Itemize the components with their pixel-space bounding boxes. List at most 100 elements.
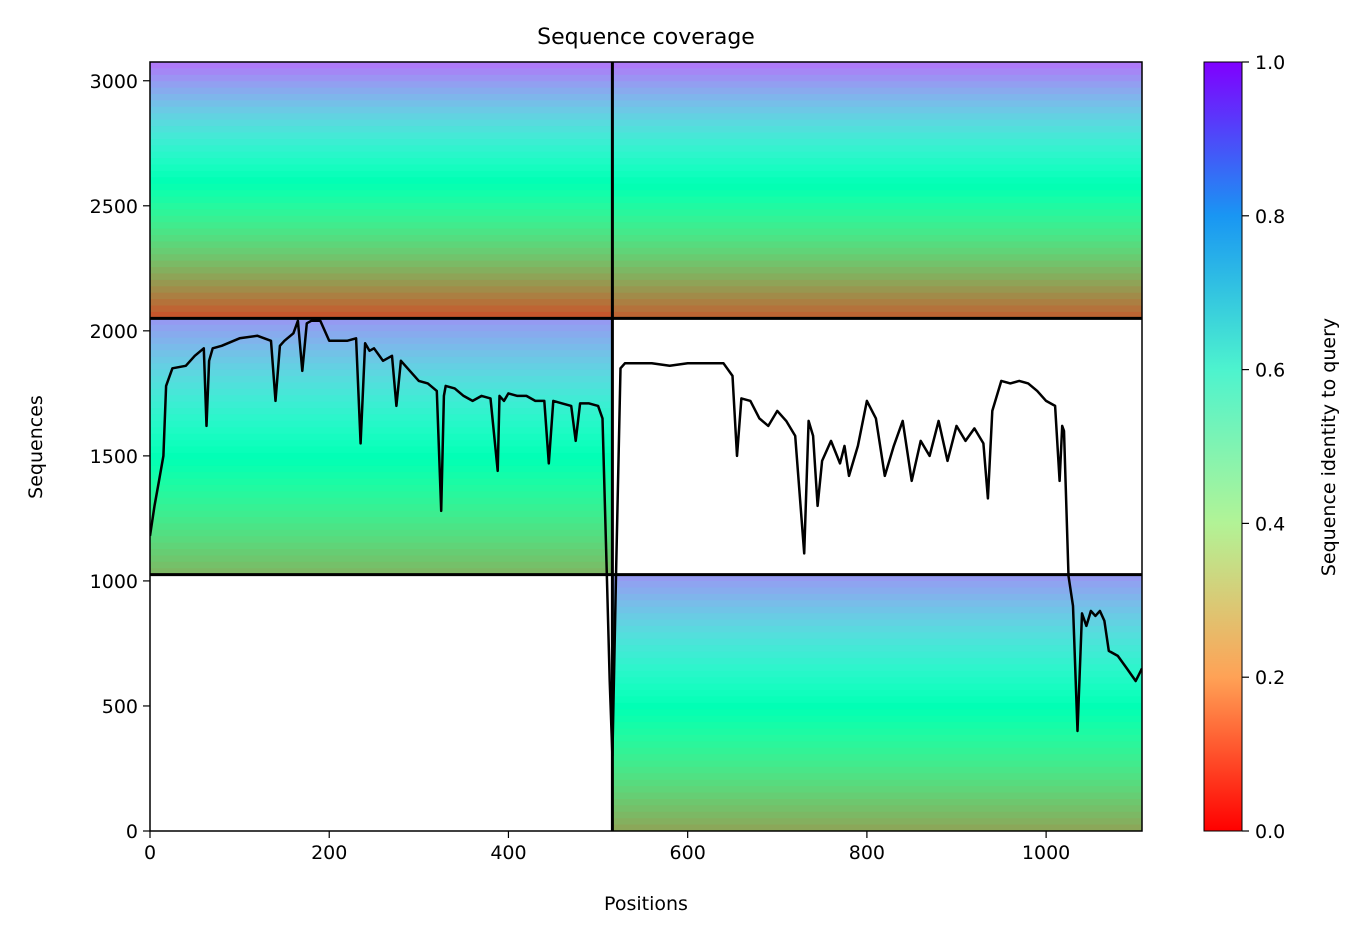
coverage-band	[612, 196, 1142, 204]
y-tick-label: 1500	[90, 446, 138, 468]
coverage-band	[612, 279, 1142, 287]
coverage-band	[612, 106, 1142, 114]
coverage-band	[150, 369, 613, 377]
coverage-band	[612, 145, 1142, 153]
coverage-band	[612, 222, 1142, 230]
coverage-band	[612, 625, 1142, 633]
coverage-band	[612, 709, 1142, 717]
coverage-band	[150, 363, 613, 371]
x-tick-label: 1000	[1022, 842, 1070, 864]
x-tick-label: 800	[849, 842, 885, 864]
colorbar-tick-label: 0.2	[1255, 667, 1285, 689]
y-axis-ticks: 0 500 1000 1500 2000 2500 3000	[90, 71, 150, 843]
coverage-band	[150, 549, 613, 557]
coverage-band	[612, 773, 1142, 781]
coverage-band	[150, 382, 613, 390]
coverage-band	[612, 138, 1142, 146]
coverage-band	[150, 202, 613, 210]
coverage-band	[150, 94, 613, 102]
coverage-band	[150, 241, 613, 249]
coverage-band	[150, 523, 613, 531]
coverage-band	[150, 311, 613, 319]
coverage-band	[612, 87, 1142, 95]
y-tick-label: 500	[102, 696, 138, 718]
coverage-band	[150, 81, 613, 89]
x-tick-label: 400	[490, 842, 526, 864]
coverage-band	[150, 491, 613, 499]
coverage-line	[150, 319, 1142, 758]
coverage-band	[612, 581, 1142, 589]
coverage-band	[612, 113, 1142, 121]
colorbar-ticks: 0.0 0.2 0.4 0.6 0.8 1.0	[1242, 52, 1285, 843]
coverage-band	[612, 126, 1142, 134]
coverage-band	[150, 209, 613, 217]
coverage-band	[612, 760, 1142, 768]
coverage-band	[150, 62, 613, 70]
coverage-band	[612, 286, 1142, 294]
coverage-band	[612, 805, 1142, 813]
coverage-band	[150, 177, 613, 185]
coverage-band	[150, 100, 613, 108]
coverage-band	[612, 651, 1142, 659]
coverage-band	[612, 151, 1142, 159]
coverage-band	[150, 555, 613, 563]
coverage-band	[612, 632, 1142, 640]
coverage-band	[150, 324, 613, 332]
colorbar: 0.0 0.2 0.4 0.6 0.8 1.0 Sequence identity to …	[1203, 52, 1340, 843]
coverage-block-3	[612, 574, 1142, 831]
coverage-band	[150, 222, 613, 230]
x-axis-ticks: 0 200 400 600 800 1000	[144, 831, 1070, 864]
coverage-band	[612, 690, 1142, 698]
coverage-band	[612, 292, 1142, 300]
plot-area	[150, 62, 1142, 831]
coverage-band	[612, 100, 1142, 108]
x-tick-label: 600	[670, 842, 706, 864]
coverage-band	[612, 728, 1142, 736]
colorbar-tick-label: 0.4	[1255, 513, 1285, 535]
x-tick-label: 0	[144, 842, 156, 864]
coverage-band	[150, 472, 613, 480]
coverage-band	[612, 247, 1142, 255]
coverage-band	[150, 145, 613, 153]
colorbar-label: Sequence identity to query	[1318, 318, 1340, 576]
coverage-band	[612, 600, 1142, 608]
coverage-band	[612, 81, 1142, 89]
colorbar-tick-label: 0.0	[1255, 821, 1285, 843]
coverage-band	[612, 62, 1142, 70]
coverage-band	[150, 286, 613, 294]
y-tick-label: 2500	[90, 196, 138, 218]
coverage-band	[150, 68, 613, 76]
coverage-band	[150, 408, 613, 416]
coverage-band	[612, 702, 1142, 710]
coverage-band	[612, 747, 1142, 755]
y-axis-label: Sequences	[25, 395, 47, 499]
coverage-band	[612, 190, 1142, 198]
coverage-band	[612, 158, 1142, 166]
coverage-band	[612, 715, 1142, 723]
coverage-band	[612, 593, 1142, 601]
coverage-band	[612, 254, 1142, 262]
coverage-band	[150, 164, 613, 172]
coverage-band	[150, 113, 613, 121]
coverage-band	[150, 87, 613, 95]
coverage-band	[612, 132, 1142, 140]
coverage-band	[612, 792, 1142, 800]
coverage-band	[150, 273, 613, 281]
coverage-band	[612, 798, 1142, 806]
coverage-band	[612, 741, 1142, 749]
coverage-band	[150, 478, 613, 486]
coverage-band	[150, 459, 613, 467]
coverage-band	[612, 305, 1142, 313]
coverage-band	[612, 734, 1142, 742]
coverage-band	[150, 132, 613, 140]
coverage-band	[612, 183, 1142, 191]
coverage-band	[612, 260, 1142, 268]
coverage-band	[612, 722, 1142, 730]
coverage-band	[150, 452, 613, 460]
coverage-band	[612, 241, 1142, 249]
y-tick-label: 0	[126, 821, 138, 843]
coverage-band	[150, 151, 613, 159]
chart-title: Sequence coverage	[537, 25, 755, 50]
coverage-band	[612, 164, 1142, 172]
